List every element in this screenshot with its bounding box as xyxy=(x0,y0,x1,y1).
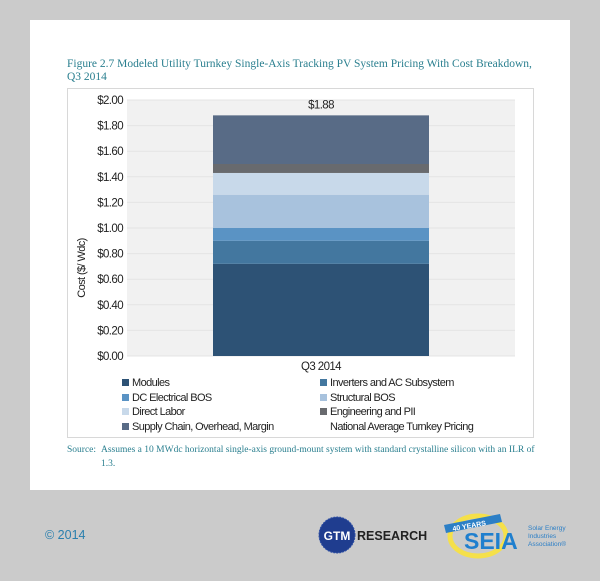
y-tick-label: $1.00 xyxy=(97,223,123,235)
legend-swatch xyxy=(122,423,129,431)
y-tick-label: $0.00 xyxy=(97,351,123,363)
svg-text:RESEARCH: RESEARCH xyxy=(357,529,427,543)
svg-text:Association®: Association® xyxy=(528,540,566,548)
y-tick-label: $2.00 xyxy=(97,95,123,107)
legend-item: Inverters and AC Subsystem xyxy=(320,377,454,389)
svg-text:GTM: GTM xyxy=(324,529,351,543)
legend-item: DC Electrical BOS xyxy=(122,392,212,404)
legend-label: Direct Labor xyxy=(132,406,185,419)
legend-label: Modules xyxy=(132,377,170,389)
figure-title: Figure 2.7 Modeled Utility Turnkey Singl… xyxy=(67,58,532,83)
legend-swatch xyxy=(122,393,129,401)
source-text: Assumes a 10 MWdc horizontal single-axis… xyxy=(101,445,535,469)
legend-swatch xyxy=(122,379,129,386)
legend-label: DC Electrical BOS xyxy=(132,391,212,404)
seia-logo: 40 YEARS SEIA Solar Energy Industries As… xyxy=(444,513,566,559)
legend-label: Supply Chain, Overhead, Margin xyxy=(132,421,274,434)
x-tick-label: Q3 2014 xyxy=(301,361,342,373)
gtm-research-logo: GTM RESEARCH xyxy=(318,516,427,554)
y-tick-label: $1.40 xyxy=(97,172,123,184)
legend-label: Inverters and AC Subsystem xyxy=(330,377,454,389)
bar-segment-direct-labor xyxy=(213,172,429,195)
source-label: Source: xyxy=(67,445,97,455)
bar-segment-inverters-and-ac-subsystem xyxy=(213,240,429,264)
y-tick-label: $0.80 xyxy=(97,249,123,261)
svg-text:Solar Energy: Solar Energy xyxy=(528,525,566,532)
bar-segment-modules xyxy=(213,263,429,356)
legend-swatch xyxy=(320,393,327,401)
legend-item: Modules xyxy=(122,377,170,389)
legend-item: Structural BOS xyxy=(320,391,396,404)
legend-item: Supply Chain, Overhead, Margin xyxy=(122,421,274,433)
legend-swatch xyxy=(320,379,327,386)
legend-label: Engineering and PII xyxy=(330,406,416,419)
y-tick-label: $0.20 xyxy=(97,325,123,337)
legend-item: Direct Labor xyxy=(122,406,185,418)
bar-segment-structural-bos xyxy=(213,194,429,228)
legend-swatch xyxy=(320,423,327,430)
bar-segment-dc-electrical-bos xyxy=(213,228,429,241)
legend-label: Structural BOS xyxy=(330,391,396,404)
y-tick-label: $0.60 xyxy=(97,274,123,286)
y-tick-label: $0.40 xyxy=(97,300,123,312)
legend-label: National Average Turnkey Pricing xyxy=(330,421,474,434)
y-tick-label: $1.20 xyxy=(97,197,123,209)
total-data-label: $1.88 xyxy=(308,99,334,111)
legend-swatch xyxy=(320,408,327,416)
svg-text:SEIA: SEIA xyxy=(464,528,518,554)
y-axis-label: Cost ($/ Wdc) xyxy=(76,238,88,297)
svg-text:Industries: Industries xyxy=(528,533,557,540)
stacked-bar-chart: $0.00 $0.20 $0.40 $0.60 $0.80 $1.00 $1.20 $1.40… xyxy=(76,95,515,373)
legend-item: Engineering and PII xyxy=(320,406,416,419)
legend-item: National Average Turnkey Pricing xyxy=(320,421,474,434)
y-tick-label: $1.80 xyxy=(97,121,123,133)
bar-segment-supply-chain-overhead-margin xyxy=(213,115,429,164)
bar-segment-engineering-and-pii xyxy=(213,164,429,173)
chart-frame: $0.00 $0.20 $0.40 $0.60 $0.80 $1.00 $1.20 $1.40… xyxy=(67,88,534,438)
y-tick-label: $1.60 xyxy=(97,146,123,158)
copyright: © 2014 xyxy=(45,528,86,542)
legend-swatch xyxy=(122,408,129,416)
